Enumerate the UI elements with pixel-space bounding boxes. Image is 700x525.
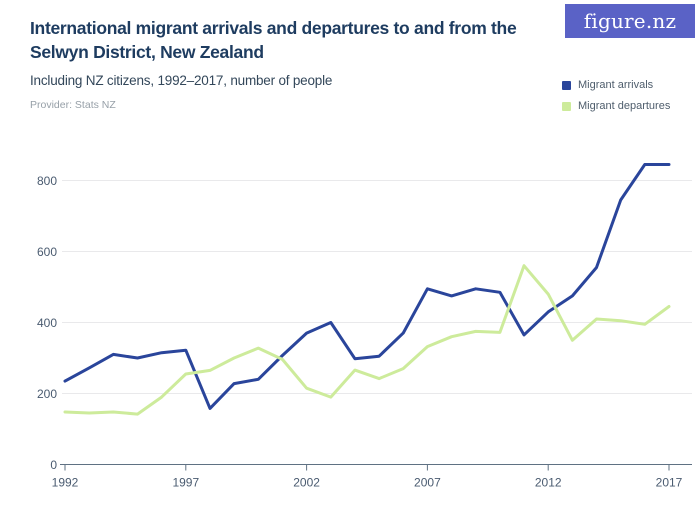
- x-tick-label: 2012: [535, 476, 562, 490]
- x-tick-label: 1992: [52, 476, 79, 490]
- y-tick-label: 200: [37, 387, 57, 401]
- legend-item-arrivals: Migrant arrivals: [562, 79, 670, 91]
- x-tick-label: 2017: [656, 476, 683, 490]
- figurenz-logo[interactable]: figure.nz: [565, 4, 695, 38]
- provider-credit: Provider: Stats NZ: [30, 99, 116, 111]
- series-line-migrant-departures: [63, 264, 671, 416]
- x-tick-label: 1997: [172, 476, 199, 490]
- legend-label-departures: Migrant departures: [578, 100, 671, 112]
- chart-legend: Migrant arrivals Migrant departures: [562, 79, 670, 121]
- series-line-migrant-arrivals: [63, 163, 671, 410]
- y-tick-label: 0: [50, 458, 57, 472]
- page-title: International migrant arrivals and depar…: [30, 18, 517, 62]
- chart-header: International migrant arrivals and depar…: [30, 16, 550, 111]
- legend-label-arrivals: Migrant arrivals: [578, 79, 654, 91]
- chart-subtitle: Including NZ citizens, 1992–2017, number…: [30, 73, 333, 88]
- line-chart: 0 200 400 600 800 1992 1997 2002 2007 2012 2017: [37, 163, 692, 490]
- y-tick-label: 400: [37, 316, 57, 330]
- legend-swatch-departures-icon: [562, 101, 571, 111]
- x-tick-label: 2007: [414, 476, 441, 490]
- legend-item-departures: Migrant departures: [562, 100, 670, 112]
- y-tick-label: 800: [37, 174, 57, 188]
- x-tick-label: 2002: [293, 476, 320, 490]
- legend-swatch-arrivals-icon: [562, 80, 571, 90]
- y-tick-label: 600: [37, 245, 57, 259]
- figurenz-logo-text: figure.nz: [583, 9, 677, 33]
